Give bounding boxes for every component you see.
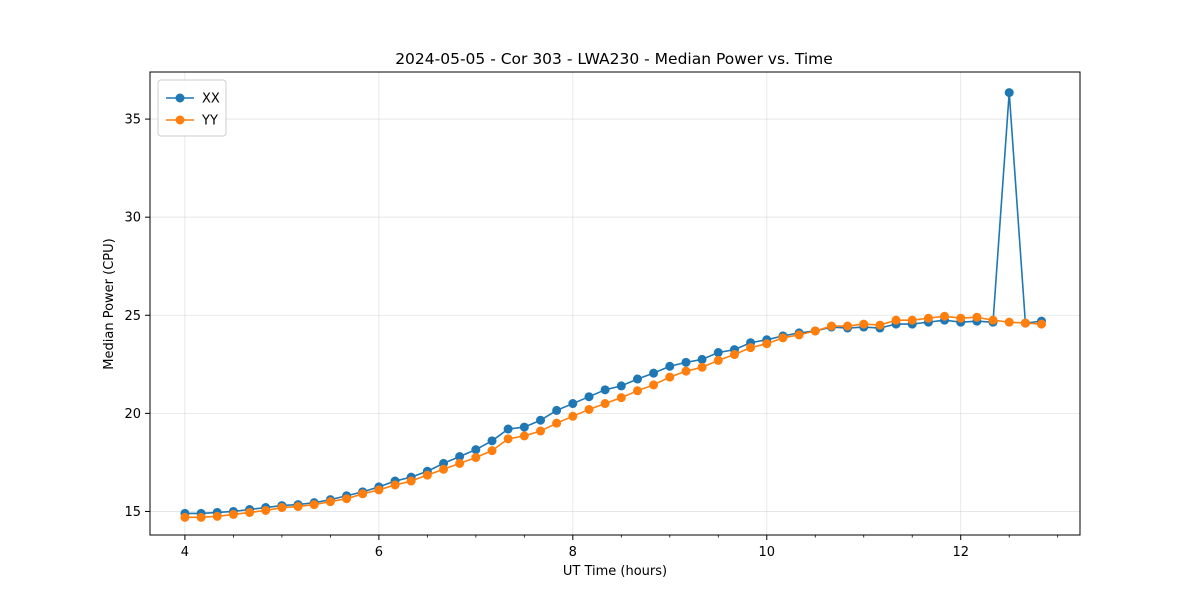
series-xx-point [1004,88,1014,98]
y-tick-label: 15 [124,505,141,520]
x-tick-label: 4 [181,545,189,560]
series-yy-point [665,372,675,382]
series-yy-point [487,446,497,456]
series-xx-point [600,385,610,395]
y-tick-label: 20 [124,407,141,422]
series-xx-point [584,392,594,402]
series-xx-point [616,381,626,391]
series-yy-point [342,494,352,504]
series-yy-point [826,321,836,331]
series-yy-point [778,333,788,343]
series-yy-point [600,399,610,409]
series-yy-point [875,320,885,330]
series-yy-point [794,330,804,340]
series-yy-point [471,453,481,463]
series-yy-point [374,485,384,495]
series-xx-point [649,368,659,378]
series-xx-point [519,422,529,432]
series-yy-point [358,489,368,499]
series-yy-point [1004,317,1014,327]
grid [150,72,1080,535]
series-yy-point [390,480,400,490]
series-yy-point [180,512,190,522]
series-yy-point [1037,319,1047,329]
series-yy-point [681,366,691,376]
series-yy-point [1020,318,1030,328]
series-yy-point [309,500,319,510]
x-axis-label: UT Time (hours) [563,564,667,579]
chart-title: 2024-05-05 - Cor 303 - LWA230 - Median P… [395,50,833,68]
series-yy-point [552,418,562,428]
x-tick-label: 6 [375,545,383,560]
x-tick-label: 12 [952,545,969,560]
series-xx-point [568,399,578,409]
series-yy-point [988,315,998,325]
series-yy-point [261,505,271,515]
series-yy-point [277,503,287,513]
series-xx-point [487,436,497,446]
series-yy-point [584,404,594,414]
series-xx-point [471,445,481,455]
legend: XX YY [157,79,227,137]
y-tick-label: 35 [124,113,141,128]
series-yy-point [422,470,432,480]
series-yy-point [228,509,238,519]
legend-xx-marker [175,93,185,103]
series-yy-point [568,411,578,421]
legend-box [157,79,227,137]
x-tick-label: 8 [569,545,577,560]
series-xx-point [632,374,642,384]
series-yy-point [746,343,756,353]
series-yy-point [713,355,723,365]
series-xx-point [665,361,675,371]
series-yy-point [859,319,869,329]
series-yy-point [956,313,966,323]
series-yy-point [729,350,739,360]
series-yy-point [245,507,255,517]
series-yy-point [972,312,982,322]
legend-yy-marker [175,115,185,125]
series-yy-point [843,321,853,331]
legend-xx-label: XX [202,92,220,107]
series-yy-point [891,315,901,325]
series-xx-point [713,348,723,358]
series-xx-point [455,452,465,462]
series-yy-point [325,497,335,507]
series-yy-point [923,313,933,323]
series-yy-point [649,380,659,390]
series-yy-point [762,339,772,349]
plot-frame [149,71,1081,536]
legend-yy-label: YY [201,114,218,129]
series-yy-point [632,386,642,396]
series-xx-point [536,415,546,425]
series-xx-point [697,354,707,364]
series-yy-point [455,458,465,468]
x-tick-label: 10 [758,545,775,560]
series-yy-point [503,434,513,444]
series-yy-point [196,512,206,522]
y-axis-label: Median Power (CPU) [102,238,117,369]
series-layer [180,88,1047,522]
axes: 4 6 8 10 12 15 20 25 30 35 [124,113,1059,560]
series-yy-point [697,362,707,372]
series-yy-point [439,464,449,474]
series-yy-point [940,311,950,321]
series-yy-point [293,502,303,512]
series-yy-point [212,511,222,521]
series-yy-point [519,431,529,441]
series-yy-point [536,426,546,436]
series-xx-point [503,424,513,434]
y-tick-label: 30 [124,211,141,226]
series-yy-point [406,476,416,486]
series-yy-point [616,393,626,403]
series-xx-point [552,405,562,415]
series-yy-point [907,315,917,325]
y-tick-label: 25 [124,309,141,324]
series-xx-point [681,357,691,367]
series-yy-point [810,326,820,336]
